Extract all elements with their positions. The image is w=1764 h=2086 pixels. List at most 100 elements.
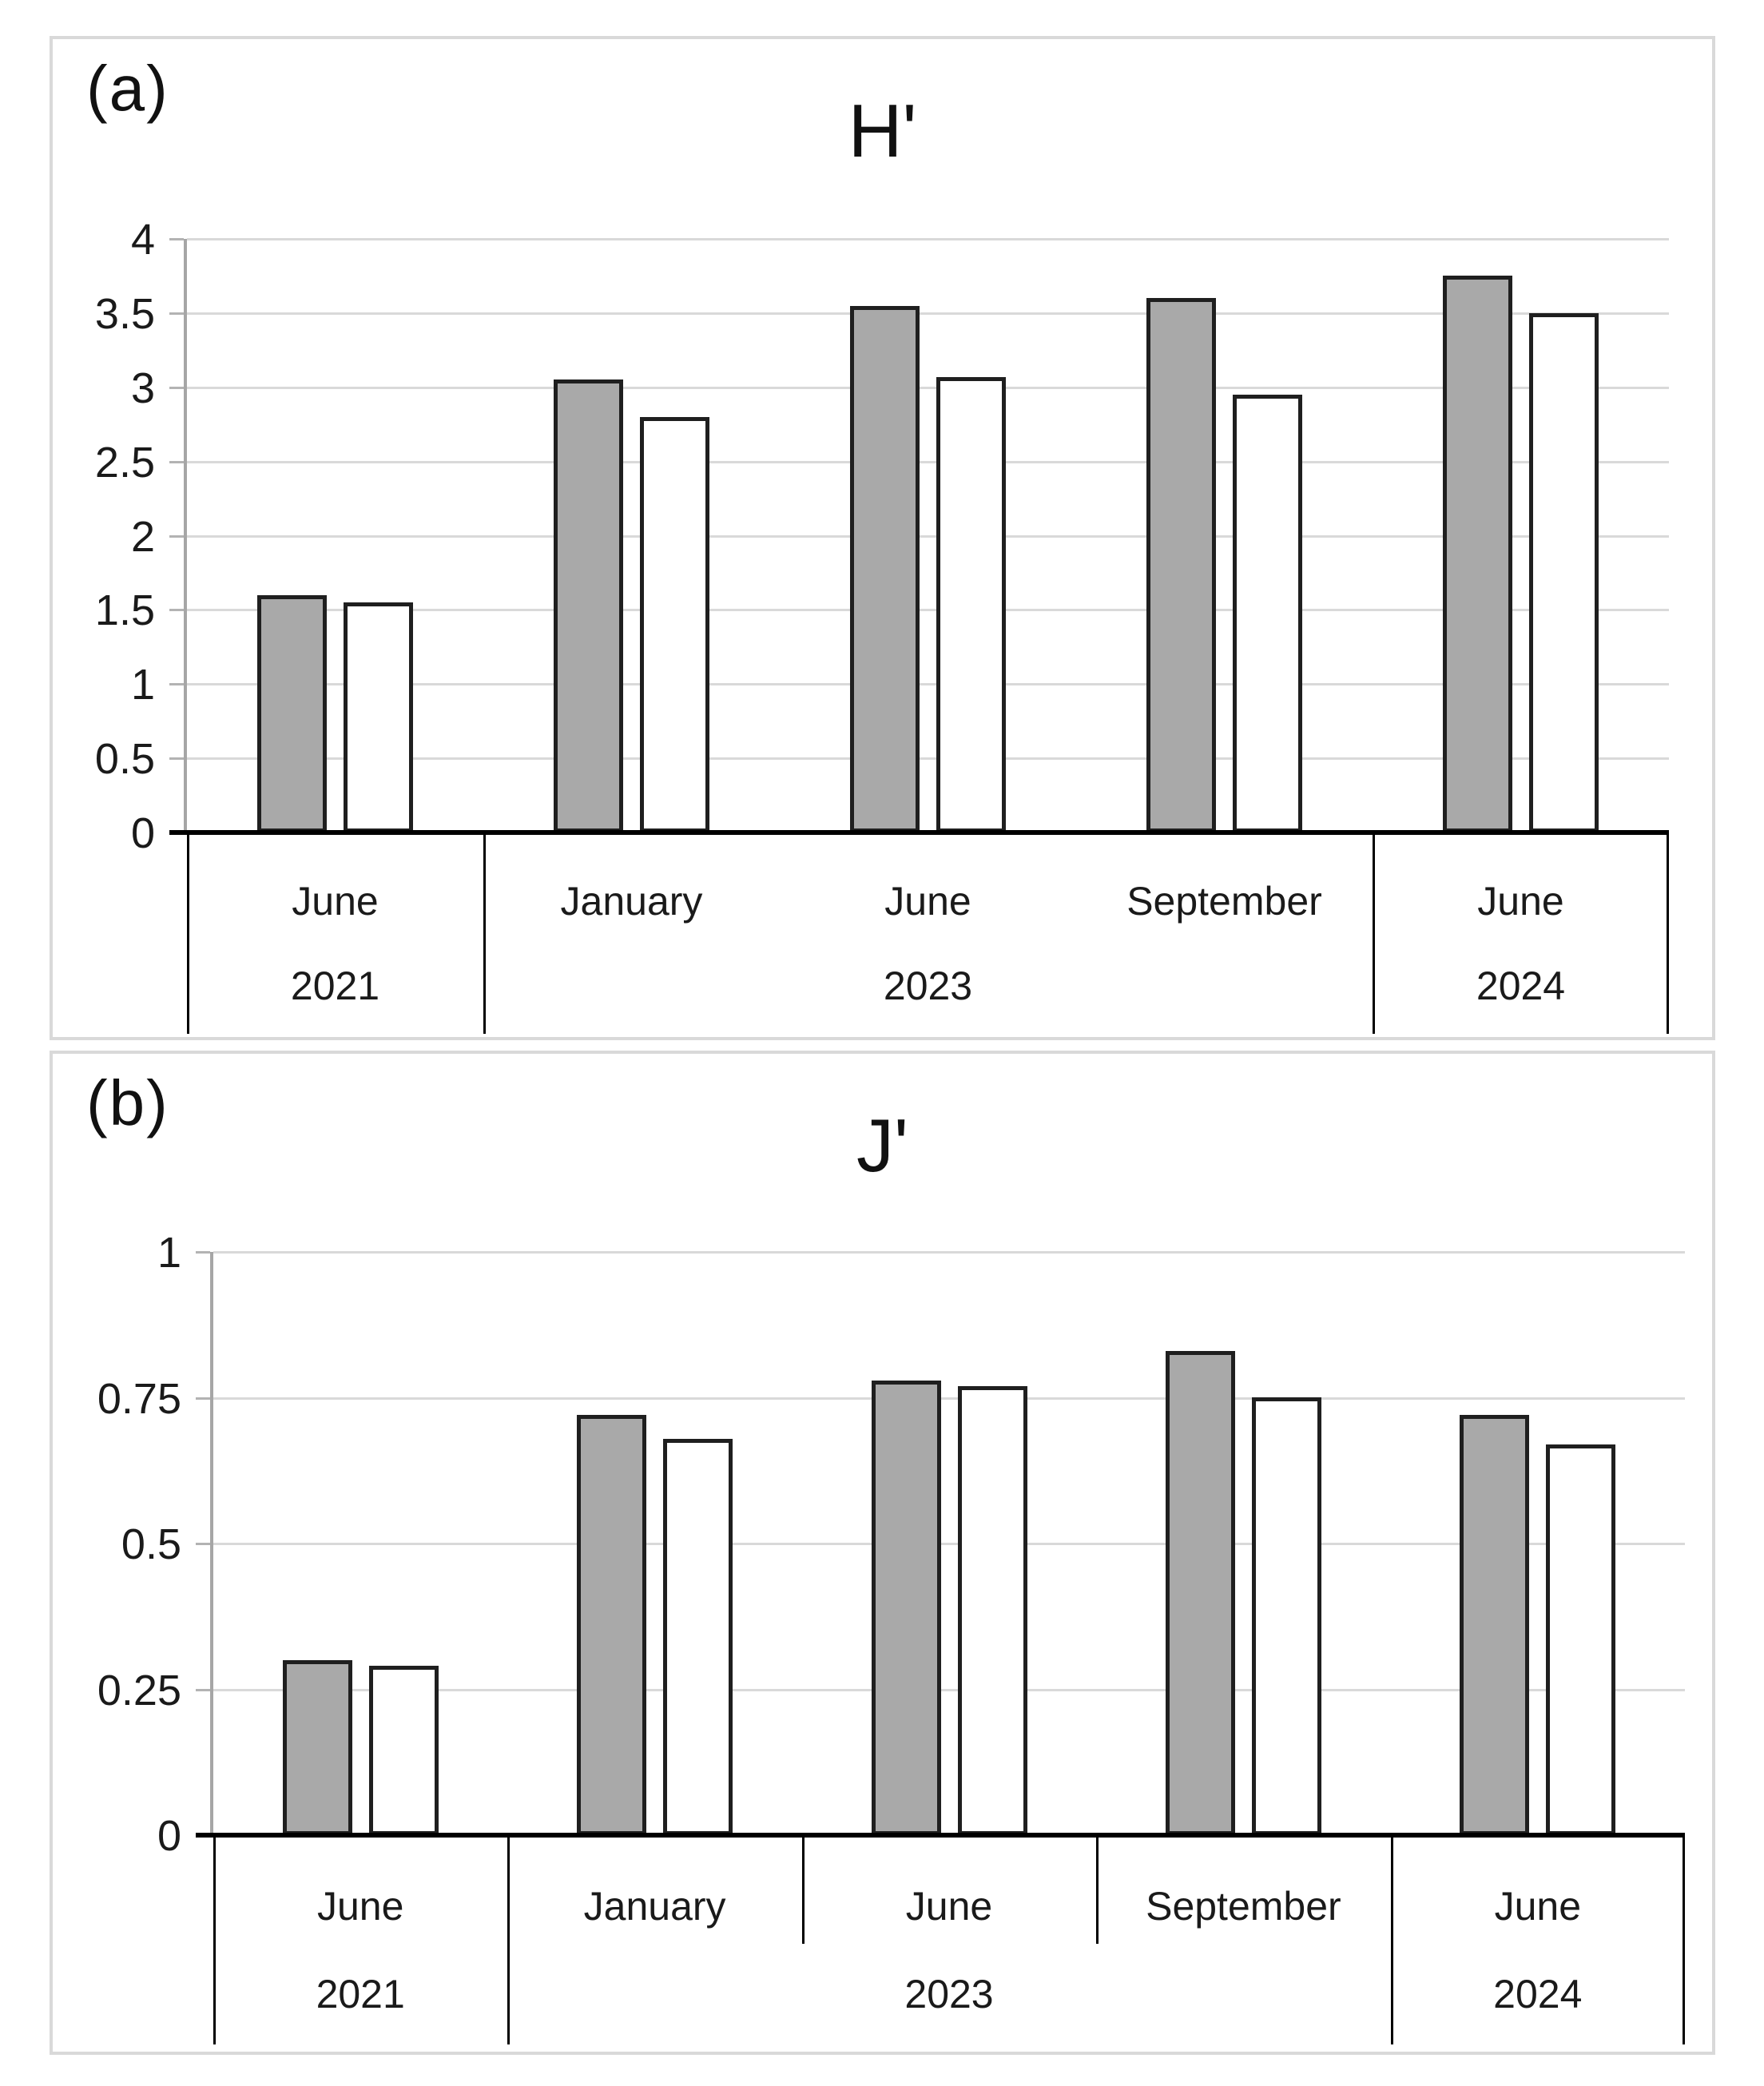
panel-b-group-june-4 (1391, 1252, 1685, 1835)
panel-a-group-june-2 (780, 239, 1076, 832)
panel-b-band-divider (507, 1835, 510, 2044)
panel-b-white-bar-january-1 (663, 1439, 733, 1835)
panel-b-x-axis (196, 1833, 1685, 1838)
panel-a-white-bar-january-1 (640, 417, 709, 832)
panel-a-gray-bar-june-2 (850, 306, 920, 832)
panel-a-group-september-3 (1076, 239, 1373, 832)
panel-b-group-september-3 (1096, 1252, 1390, 1835)
panel-b-white-bar-september-3 (1251, 1397, 1321, 1835)
panel-b-gridline-0.5 (213, 1543, 1685, 1545)
panel-b-month-label-1: January (583, 1884, 726, 1929)
panel-a-year-label-2021: 2021 (290, 963, 380, 1008)
panel-a-gray-bar-june-0 (257, 595, 327, 832)
panel-a-y-tick-mark (169, 238, 184, 240)
panel-b-group-january-1 (507, 1252, 801, 1835)
panel-b-gray-bar-june-0 (282, 1660, 352, 1835)
panel-b-band-divider (1683, 1835, 1685, 2044)
panel-b-gridline-1 (213, 1251, 1685, 1254)
panel-a-group-june-4 (1373, 239, 1669, 832)
panel-b-gray-bar-september-3 (1165, 1351, 1235, 1835)
panel-b-corner-label: (b) (86, 1067, 169, 1138)
panel-b-y-tick-mark (196, 1543, 210, 1545)
panel-a-band-divider (187, 832, 189, 1034)
panel-a-group-june-0 (187, 239, 483, 832)
panel-a-month-label-4: June (1477, 878, 1564, 924)
panel-a-y-tick-label: 3 (130, 364, 155, 412)
panel-a-y-tick-label: 1.5 (94, 586, 155, 634)
panel-b-gridline-0.25 (213, 1689, 1685, 1691)
panel-a-y-tick-label: 4 (130, 216, 155, 264)
panel-a-y-tick-mark (169, 535, 184, 538)
panel-a-bar-groups (187, 239, 1669, 832)
panel-b-band-divider (1391, 1835, 1393, 2044)
panel-b-band-divider (213, 1835, 216, 2044)
panel-b-y-tick-label: 1 (157, 1229, 181, 1277)
panel-b-y-tick-mark (196, 1397, 210, 1400)
panel-a-y-tick-label: 3.5 (94, 290, 155, 338)
panel-b-white-bar-june-4 (1546, 1444, 1616, 1835)
panel-a-y-axis (184, 239, 187, 832)
panel-b-category-band: June January June September June 2021 2023 2024 (213, 1835, 1685, 2044)
panel-b-white-bar-june-2 (957, 1386, 1027, 1835)
panel-a-y-tick-label: 1 (130, 661, 155, 709)
panel-b-year-label-2021: 2021 (316, 1972, 405, 2017)
panel-a-y-tick-mark (169, 387, 184, 389)
panel-b-y-tick-label: 0 (157, 1812, 181, 1860)
panel-b-y-axis (210, 1252, 213, 1835)
panel-a-y-tick-mark (169, 461, 184, 463)
panel-a-gray-bar-january-1 (554, 379, 623, 832)
panel-a-y-tick-label: 0 (130, 809, 155, 857)
panel-a-y-tick-mark (169, 757, 184, 760)
panel-a-y-tick-mark (169, 312, 184, 315)
panel-a-x-axis (169, 830, 1669, 835)
panel-b-chart-title: J' (856, 1103, 908, 1187)
panel-b-y-tick-label: 0.75 (97, 1375, 181, 1423)
panel-b-y-tick-label: 0.25 (97, 1667, 181, 1714)
panel-a-y-tick-mark (169, 683, 184, 685)
panel-b-band-divider (1096, 1835, 1099, 1945)
panel-a-gray-bar-september-3 (1146, 298, 1216, 832)
panel-b-year-label-2024: 2024 (1493, 1972, 1583, 2017)
panel-b-white-bar-june-0 (368, 1666, 439, 1835)
panel-b-year-label-2023: 2023 (904, 1972, 994, 2017)
panel-a-white-bar-june-0 (344, 602, 413, 832)
panel-a-group-january-1 (483, 239, 780, 832)
panel-a-white-bar-june-2 (936, 377, 1006, 832)
panel-a-category-band: June January June September June 2021 2023 2024 (187, 832, 1669, 1034)
panel-a: (a) H' June January June September June 2021 2… (50, 36, 1715, 1040)
panel-a-gridline-0.5 (187, 757, 1669, 760)
panel-b-y-tick-label: 0.5 (121, 1520, 181, 1568)
panel-a-band-divider (1373, 832, 1375, 1034)
panel-b-gray-bar-june-2 (871, 1381, 941, 1835)
panel-a-gridline-3.5 (187, 312, 1669, 315)
panel-b-band-divider (802, 1835, 805, 1945)
panel-a-gridline-1.5 (187, 609, 1669, 611)
panel-b-group-june-0 (213, 1252, 507, 1835)
panel-b-gridline-0.75 (213, 1397, 1685, 1400)
panel-a-month-label-2: June (884, 878, 971, 924)
panel-a-white-bar-september-3 (1233, 395, 1302, 832)
panel-b-gray-bar-january-1 (577, 1415, 647, 1835)
panel-a-year-label-2024: 2024 (1476, 963, 1566, 1008)
panel-a-chart-title: H' (848, 89, 917, 173)
panel-a-corner-label: (a) (86, 53, 169, 124)
panel-a-gridline-1 (187, 683, 1669, 685)
panel-a-gridline-2 (187, 535, 1669, 538)
panel-b-month-label-2: June (905, 1884, 993, 1929)
panel-a-y-tick-label: 0.5 (94, 735, 155, 783)
panel-a-month-label-1: January (560, 878, 703, 924)
panel-a-month-label-0: June (292, 878, 379, 924)
panel-a-band-divider (483, 832, 486, 1034)
panel-b-group-june-2 (802, 1252, 1096, 1835)
panel-a-gridline-2.5 (187, 461, 1669, 463)
panel-b-y-tick-mark (196, 1689, 210, 1691)
panel-a-white-bar-june-4 (1529, 313, 1599, 832)
panel-b: (b) J' June January June September June 2021 2… (50, 1051, 1715, 2055)
panel-b-month-label-0: June (316, 1884, 404, 1929)
panel-a-gridline-3 (187, 387, 1669, 389)
panel-a-month-label-3: September (1126, 878, 1322, 924)
panel-b-bar-groups (213, 1252, 1685, 1835)
panel-a-gray-bar-june-4 (1443, 276, 1512, 832)
panel-b-month-label-3: September (1146, 1884, 1341, 1929)
